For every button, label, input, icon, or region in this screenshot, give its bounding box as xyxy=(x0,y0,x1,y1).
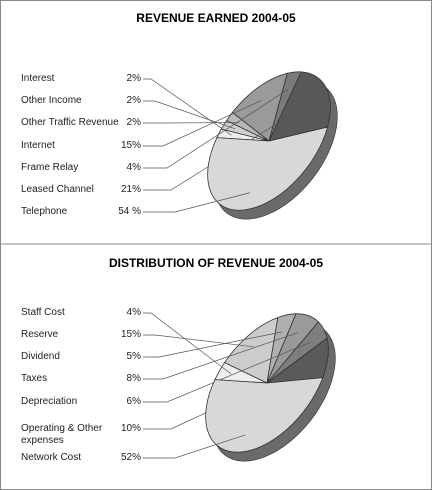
category-label: Taxes xyxy=(21,373,48,384)
leader-line xyxy=(143,331,283,358)
category-label: Staff Cost xyxy=(21,307,65,318)
leader-line xyxy=(143,100,262,147)
value-label: 6% xyxy=(126,396,141,407)
leader-line xyxy=(143,342,310,403)
leader-line xyxy=(143,100,236,130)
category-label: Frame Relay xyxy=(21,162,79,173)
leader-line xyxy=(143,192,250,213)
category-label: Interest xyxy=(21,73,55,84)
value-label: 4% xyxy=(126,307,141,318)
category-label: Reserve xyxy=(21,329,59,340)
category-label: Depreciation xyxy=(21,396,78,407)
leader-line xyxy=(143,101,313,191)
pie-slice xyxy=(186,77,335,232)
value-label: 5% xyxy=(126,351,141,362)
chart-title: DISTRIBUTION OF REVENUE 2004-05 xyxy=(108,256,324,270)
category-label: Other Traffic Revenue xyxy=(21,117,119,128)
category-label: Dividend xyxy=(21,351,60,362)
chart-title: REVENUE EARNED 2004-05 xyxy=(136,11,296,25)
pie-slice xyxy=(256,67,348,164)
leader-line xyxy=(143,334,254,348)
pie-slice xyxy=(232,61,308,141)
category-label: Other Income xyxy=(21,95,82,106)
value-label: 2% xyxy=(126,95,141,106)
value-label: 15% xyxy=(120,329,141,340)
value-label: 52% xyxy=(120,452,141,463)
leader-line xyxy=(143,88,289,169)
value-label: 15% xyxy=(120,140,141,151)
leader-line xyxy=(143,332,299,380)
value-label: 54 % xyxy=(118,206,141,217)
value-label: 10% xyxy=(120,423,141,434)
value-label: 2% xyxy=(126,117,141,128)
value-label: 4% xyxy=(126,162,141,173)
category-label: Leased Channel xyxy=(21,184,94,195)
category-label: Operating & Other expenses xyxy=(21,423,103,446)
category-label: Internet xyxy=(21,140,55,151)
value-label: 8% xyxy=(126,373,141,384)
category-label: Telephone xyxy=(21,206,68,217)
pie-slice xyxy=(184,326,328,475)
leader-line xyxy=(143,434,246,459)
value-label: 2% xyxy=(126,73,141,84)
pie-slice xyxy=(224,308,303,390)
leader-line xyxy=(143,78,232,136)
leader-line xyxy=(143,312,232,375)
value-label: 21% xyxy=(120,184,141,195)
category-label: Network Cost xyxy=(21,452,82,463)
